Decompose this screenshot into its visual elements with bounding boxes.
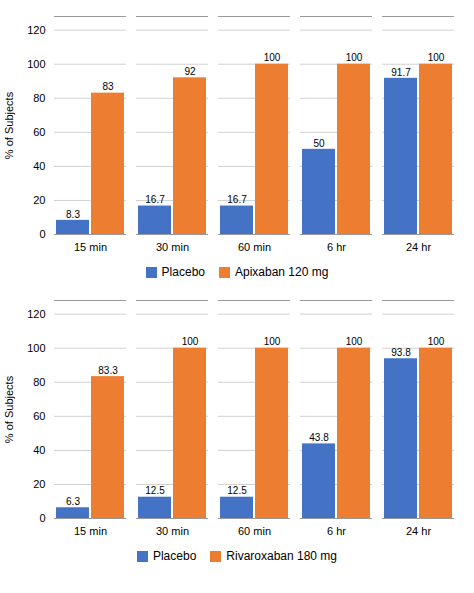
svg-text:12.5: 12.5 <box>227 485 247 496</box>
svg-text:6 hr: 6 hr <box>327 525 346 537</box>
svg-text:100: 100 <box>346 52 363 63</box>
svg-text:16.7: 16.7 <box>227 194 247 205</box>
svg-text:60 min: 60 min <box>238 241 271 253</box>
svg-text:12.5: 12.5 <box>145 485 165 496</box>
svg-text:% of Subjects: % of Subjects <box>3 375 15 443</box>
svg-text:100: 100 <box>428 52 445 63</box>
svg-text:24 hr: 24 hr <box>406 241 431 253</box>
svg-text:92: 92 <box>184 66 196 77</box>
svg-text:24 hr: 24 hr <box>406 525 431 537</box>
svg-text:100: 100 <box>346 336 363 347</box>
svg-text:83.3: 83.3 <box>98 365 118 376</box>
svg-text:8.3: 8.3 <box>66 209 80 220</box>
svg-text:40: 40 <box>33 444 45 456</box>
svg-text:93.8: 93.8 <box>391 347 411 358</box>
svg-text:80: 80 <box>33 92 45 104</box>
svg-text:6.3: 6.3 <box>66 496 80 507</box>
svg-text:16.7: 16.7 <box>145 194 165 205</box>
svg-text:20: 20 <box>33 194 45 206</box>
svg-text:100: 100 <box>264 336 281 347</box>
html-text:Rivaroxaban 180 mg: Rivaroxaban 180 mg <box>226 549 337 563</box>
svg-text:30 min: 30 min <box>156 241 189 253</box>
svg-text:100: 100 <box>27 342 45 354</box>
svg-text:0: 0 <box>39 228 45 240</box>
svg-text:0: 0 <box>39 512 45 524</box>
svg-text:91.7: 91.7 <box>391 67 411 78</box>
svg-text:100: 100 <box>27 58 45 70</box>
svg-text:100: 100 <box>182 336 199 347</box>
html-text:Placebo: Placebo <box>161 265 205 279</box>
svg-text:120: 120 <box>27 24 45 36</box>
svg-text:100: 100 <box>264 52 281 63</box>
svg-text:50: 50 <box>313 138 325 149</box>
svg-text:120: 120 <box>27 308 45 320</box>
svg-text:43.8: 43.8 <box>309 432 329 443</box>
svg-text:60 min: 60 min <box>238 525 271 537</box>
svg-text:80: 80 <box>33 376 45 388</box>
svg-text:83: 83 <box>102 81 114 92</box>
html-text:Apixaban 120 mg: Apixaban 120 mg <box>235 265 329 279</box>
svg-text:% of Subjects: % of Subjects <box>3 91 15 159</box>
svg-text:15 min: 15 min <box>74 525 107 537</box>
svg-text:60: 60 <box>33 410 45 422</box>
svg-text:30 min: 30 min <box>156 525 189 537</box>
svg-text:15 min: 15 min <box>74 241 107 253</box>
svg-text:40: 40 <box>33 160 45 172</box>
svg-text:20: 20 <box>33 478 45 490</box>
svg-text:100: 100 <box>428 336 445 347</box>
html-text:Placebo: Placebo <box>152 549 197 563</box>
svg-text:6 hr: 6 hr <box>327 241 346 253</box>
svg-text:60: 60 <box>33 126 45 138</box>
